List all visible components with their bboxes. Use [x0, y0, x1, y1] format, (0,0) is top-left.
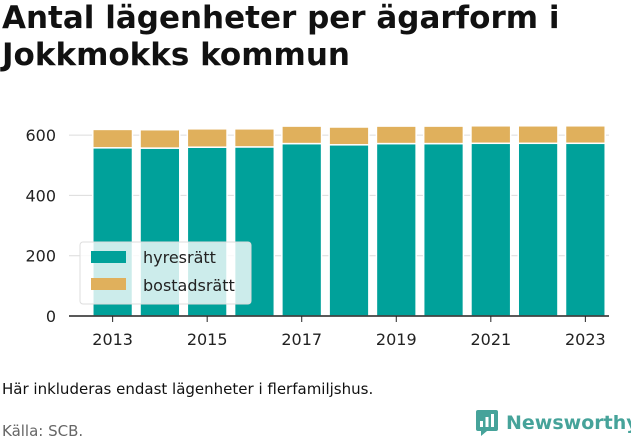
bar-bostadsratt-2013	[92, 128, 134, 149]
x-tick-2021: 2021	[470, 330, 511, 349]
bar-bostadsratt-2020	[422, 125, 465, 145]
newsworthy-logo: Newsworthy	[476, 409, 631, 437]
bar-bostadsratt-2016	[233, 128, 276, 148]
bar-hyresratt-2020	[422, 142, 465, 317]
legend-label-bostadsratt: bostadsrätt	[143, 276, 235, 295]
y-tick-0: 0	[46, 307, 56, 326]
chart-source: Källa: SCB.	[2, 422, 84, 440]
bar-bostadsratt-2019	[375, 125, 417, 145]
legend-swatch-bostadsratt	[91, 278, 126, 290]
bar-hyresratt-2019	[375, 142, 417, 317]
bar-bostadsratt-2015	[186, 128, 228, 148]
x-tick-2023: 2023	[565, 330, 606, 349]
y-tick-labels: 0 200 400 600	[25, 126, 56, 326]
chart-note: Här inkluderas endast lägenheter i flerf…	[2, 380, 374, 398]
y-tick-200: 200	[25, 247, 56, 266]
bar-chart-bubble-icon	[476, 410, 498, 436]
bar-hyresratt-2021	[470, 142, 512, 317]
x-tick-2015: 2015	[187, 330, 228, 349]
bar-bostadsratt-2022	[517, 125, 559, 145]
bar-bostadsratt-2018	[328, 126, 370, 146]
bar-hyresratt-2022	[517, 142, 559, 317]
bar-bostadsratt-2017	[281, 125, 323, 145]
legend-swatch-hyresratt	[91, 251, 126, 263]
chart-title: Antal lägenheter per ägarform i Jokkmokk…	[2, 0, 560, 73]
bar-bostadsratt-2023	[564, 125, 606, 145]
bar-hyresratt-2018	[328, 144, 370, 317]
x-tick-2019: 2019	[376, 330, 417, 349]
brand-name: Newsworthy	[506, 412, 631, 434]
x-tick-2013: 2013	[92, 330, 133, 349]
bar-hyresratt-2017	[281, 142, 323, 317]
y-tick-600: 600	[25, 126, 56, 145]
bar-bostadsratt-2021	[470, 125, 512, 145]
bar-hyresratt-2023	[564, 142, 606, 317]
y-tick-400: 400	[25, 186, 56, 205]
legend-label-hyresratt: hyresrätt	[143, 248, 216, 267]
stacked-bar-chart: 0 200 400 600 2013 2015 2017 2019 2021 2023 hyre…	[25, 125, 609, 349]
bar-bostadsratt-2014	[139, 128, 181, 149]
legend: hyresrätt bostadsrätt	[79, 241, 252, 305]
x-tick-2017: 2017	[281, 330, 322, 349]
x-tick-labels: 2013 2015 2017 2019 2021 2023	[92, 316, 606, 349]
